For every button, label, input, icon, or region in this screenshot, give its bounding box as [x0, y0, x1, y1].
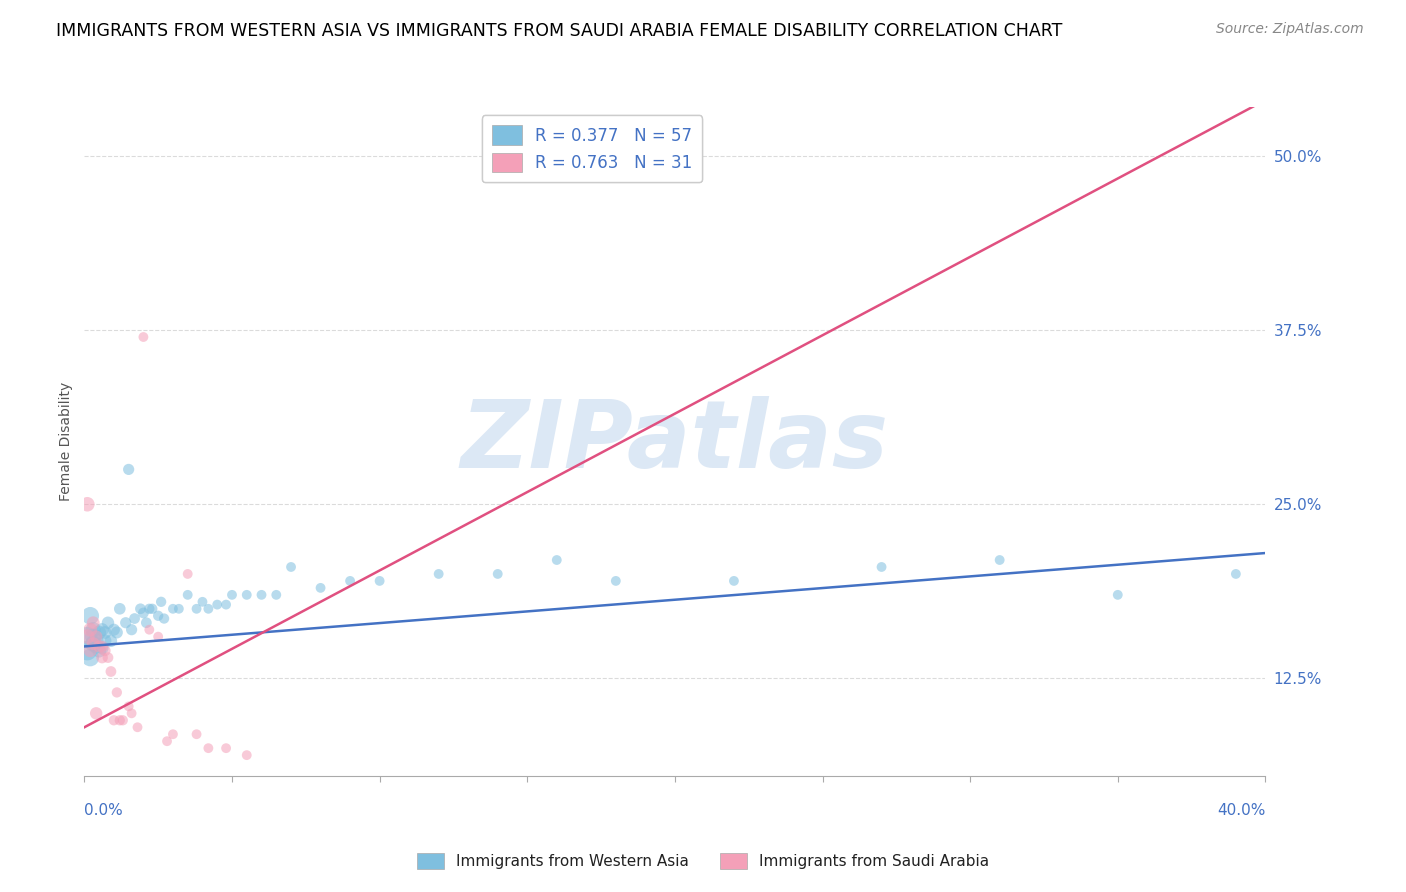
Point: [108, 602, 131, 616]
Point: [91, 623, 114, 637]
Point: [191, 595, 214, 609]
Point: [76, 643, 98, 657]
Point: [76, 630, 98, 644]
Text: 0.0%: 0.0%: [84, 803, 124, 818]
Point: [1225, 566, 1247, 581]
Point: [87, 625, 111, 640]
Point: [132, 606, 155, 620]
Text: ZIPatlas: ZIPatlas: [461, 395, 889, 488]
Point: [87, 643, 111, 657]
Point: [105, 625, 128, 640]
Point: [605, 574, 627, 588]
Point: [197, 741, 219, 756]
Point: [156, 734, 179, 748]
Point: [870, 560, 893, 574]
Point: [186, 727, 208, 741]
Point: [148, 608, 170, 623]
Point: [138, 623, 160, 637]
Y-axis label: Female Disability: Female Disability: [59, 382, 73, 501]
Point: [118, 699, 141, 714]
Legend: Immigrants from Western Asia, Immigrants from Saudi Arabia: Immigrants from Western Asia, Immigrants…: [411, 847, 995, 875]
Point: [1107, 588, 1129, 602]
Point: [87, 640, 111, 654]
Point: [723, 574, 745, 588]
Point: [486, 566, 509, 581]
Point: [121, 623, 143, 637]
Point: [91, 640, 114, 655]
Point: [153, 611, 176, 625]
Point: [118, 462, 141, 476]
Point: [205, 598, 228, 612]
Point: [94, 633, 117, 648]
Point: [235, 748, 259, 763]
Point: [148, 630, 170, 644]
Point: [235, 588, 259, 602]
Point: [91, 640, 114, 654]
Point: [138, 602, 160, 616]
Point: [100, 665, 122, 679]
Point: [82, 637, 104, 651]
Point: [79, 608, 101, 623]
Point: [546, 553, 568, 567]
Point: [94, 643, 117, 657]
Point: [162, 602, 184, 616]
Point: [82, 637, 104, 651]
Point: [91, 650, 114, 665]
Text: 40.0%: 40.0%: [1218, 803, 1265, 818]
Point: [309, 581, 332, 595]
Point: [988, 553, 1011, 567]
Point: [250, 588, 273, 602]
Point: [215, 598, 238, 612]
Point: [79, 650, 101, 665]
Text: Source: ZipAtlas.com: Source: ZipAtlas.com: [1216, 22, 1364, 37]
Point: [108, 714, 131, 728]
Point: [97, 615, 120, 630]
Point: [76, 630, 98, 644]
Point: [103, 623, 125, 637]
Point: [221, 588, 243, 602]
Point: [368, 574, 391, 588]
Point: [124, 611, 146, 625]
Point: [82, 615, 104, 630]
Point: [103, 714, 125, 728]
Point: [121, 706, 143, 721]
Point: [177, 588, 200, 602]
Point: [186, 602, 208, 616]
Point: [114, 615, 136, 630]
Point: [82, 623, 104, 637]
Point: [141, 602, 163, 616]
Point: [167, 602, 190, 616]
Point: [79, 623, 101, 637]
Point: [94, 625, 117, 640]
Point: [339, 574, 361, 588]
Text: IMMIGRANTS FROM WESTERN ASIA VS IMMIGRANTS FROM SAUDI ARABIA FEMALE DISABILITY C: IMMIGRANTS FROM WESTERN ASIA VS IMMIGRAN…: [56, 22, 1063, 40]
Legend: R = 0.377   N = 57, R = 0.763   N = 31: R = 0.377 N = 57, R = 0.763 N = 31: [482, 115, 703, 182]
Point: [79, 643, 101, 657]
Point: [84, 706, 107, 721]
Point: [135, 615, 157, 630]
Point: [280, 560, 302, 574]
Point: [97, 650, 120, 665]
Point: [111, 714, 134, 728]
Point: [177, 566, 200, 581]
Point: [84, 633, 107, 648]
Point: [127, 720, 149, 734]
Point: [105, 685, 128, 699]
Point: [84, 640, 107, 654]
Point: [82, 630, 104, 644]
Point: [427, 566, 450, 581]
Point: [129, 602, 152, 616]
Point: [197, 602, 219, 616]
Point: [84, 630, 107, 644]
Point: [264, 588, 288, 602]
Point: [150, 595, 173, 609]
Point: [132, 330, 155, 344]
Point: [100, 633, 122, 648]
Point: [76, 497, 98, 511]
Point: [162, 727, 184, 741]
Point: [215, 741, 238, 756]
